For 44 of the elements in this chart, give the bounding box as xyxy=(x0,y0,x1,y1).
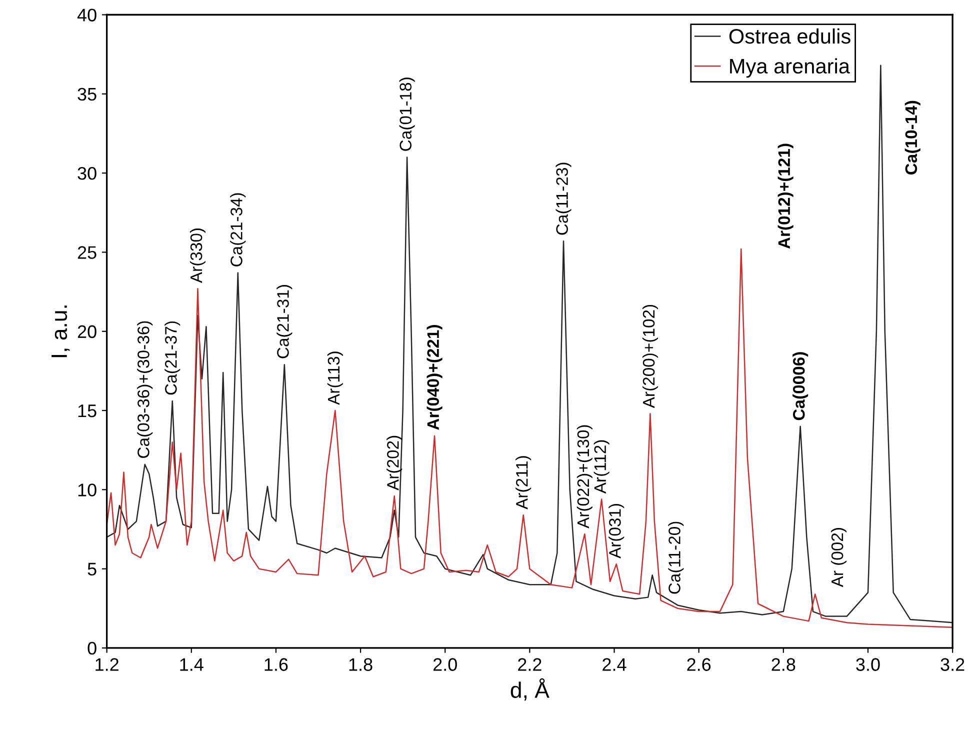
annotation: Ca(0006) xyxy=(792,352,808,420)
y-tick-label: 0 xyxy=(88,642,96,655)
y-tick-label: 20 xyxy=(78,325,96,338)
annotation: Ar(031) xyxy=(608,504,624,558)
annotation: Ar(040)+(221) xyxy=(426,325,442,430)
x-tick-label: 3.2 xyxy=(940,658,964,671)
x-tick-label: 2.2 xyxy=(518,658,542,671)
annotation: Ar(113) xyxy=(327,352,343,405)
x-tick-label: 2.8 xyxy=(772,658,796,671)
x-tick-label: 2.0 xyxy=(433,658,457,671)
y-tick-label: 40 xyxy=(77,8,96,22)
annotation: Ca(21-34) xyxy=(230,193,246,266)
y-tick-label: 30 xyxy=(78,166,96,180)
y-tick-label: 35 xyxy=(78,88,96,101)
annotation: Ca(01-18) xyxy=(399,78,415,151)
annotation: Ar(012)+(121) xyxy=(778,144,794,249)
x-tick-label: 1.8 xyxy=(349,658,372,671)
y-tick-label: 15 xyxy=(78,404,96,418)
annotation: Ar (002) xyxy=(830,528,846,588)
annotation: Ar(200)+(102) xyxy=(642,304,658,408)
annotation: Ar(022)+(130) xyxy=(576,425,592,528)
annotation: Ar(211) xyxy=(516,456,532,510)
y-axis-title: I, a.u. xyxy=(52,306,70,358)
x-tick-label: 3.0 xyxy=(856,658,880,671)
x-tick-label: 2.6 xyxy=(687,658,711,671)
x-tick-label: 1.6 xyxy=(264,658,288,671)
annotation: Ca(11-23) xyxy=(556,162,572,235)
annotation: Ca(10-14) xyxy=(904,100,920,174)
y-tick-label: 5 xyxy=(88,562,96,576)
annotation: Ar(330) xyxy=(190,228,206,284)
annotation: Ar(202) xyxy=(386,436,402,490)
x-axis-title: d, Å xyxy=(510,678,550,701)
annotation: Ca(11-20) xyxy=(668,522,684,594)
legend-label: Mya arenaria xyxy=(730,58,850,78)
x-tick-label: 1.2 xyxy=(96,658,118,671)
y-tick-label: 10 xyxy=(78,484,96,496)
x-tick-label: 1.4 xyxy=(180,658,204,671)
annotation: Ca(21-31) xyxy=(276,285,292,358)
annotation: Ca(03-36)+(30-36) xyxy=(137,321,153,458)
annotation: Ca(21-37) xyxy=(164,321,180,395)
x-tick-label: 2.4 xyxy=(602,658,626,671)
y-tick-label: 25 xyxy=(78,246,96,259)
annotation: Ar(112) xyxy=(594,440,610,494)
legend-label: Ostrea edulis xyxy=(729,28,850,44)
